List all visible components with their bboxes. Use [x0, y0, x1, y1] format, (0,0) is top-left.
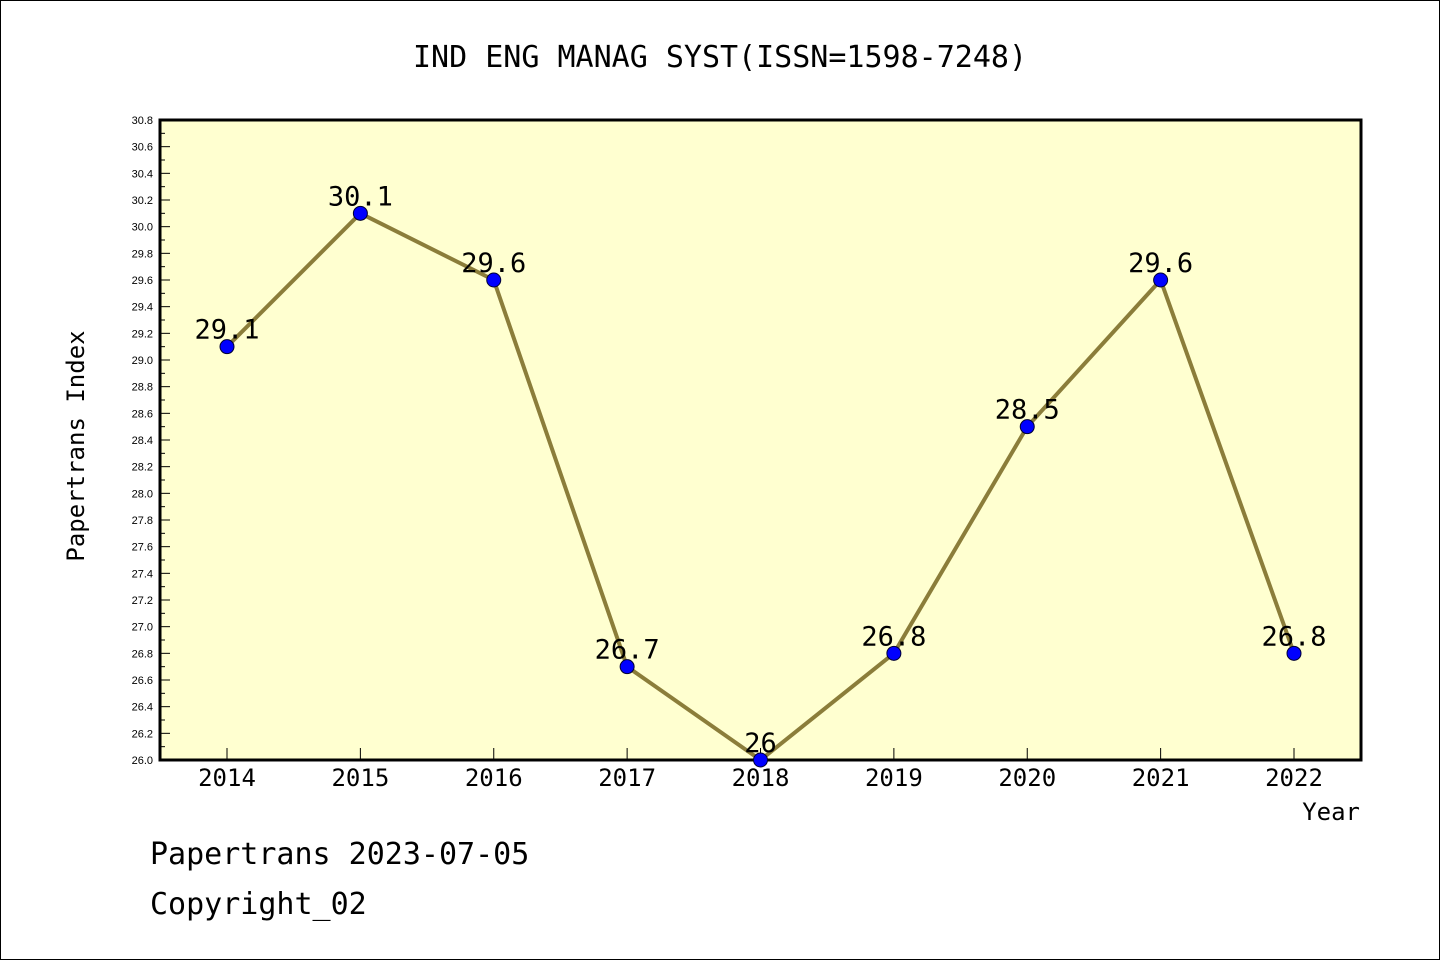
- y-axis-title: Papertrans Index: [62, 330, 90, 561]
- data-point: [1153, 272, 1169, 288]
- footer-copyright: Copyright_02: [150, 887, 367, 922]
- data-point: [1286, 645, 1302, 661]
- y-axis: 26.0 26.2 26.4 26.6 26.8 27.0 27.2 27.4 27.6 27.8…: [132, 115, 170, 767]
- y-tick-label: 27.2: [132, 595, 153, 607]
- data-label: 29.6: [1128, 248, 1193, 279]
- y-tick-label: 27.4: [132, 568, 153, 580]
- x-tick-label: 2014: [198, 764, 256, 792]
- y-tick-label: 30.2: [132, 195, 153, 207]
- data-label: 30.1: [328, 181, 393, 212]
- footer-date: Papertrans 2023-07-05: [150, 837, 529, 872]
- data-label: 26.8: [861, 621, 926, 652]
- data-point: [486, 272, 502, 288]
- chart-title: IND ENG MANAG SYST(ISSN=1598-7248): [413, 40, 1027, 75]
- x-axis-title: Year: [1302, 798, 1360, 826]
- data-point: [753, 752, 768, 768]
- y-tick-label: 26.8: [132, 648, 153, 660]
- y-tick-label: 26.2: [132, 728, 153, 740]
- x-tick-label: 2017: [598, 764, 656, 792]
- data-point: [619, 659, 635, 675]
- y-tick-label: 27.0: [132, 622, 153, 634]
- x-tick-label: 2015: [331, 764, 389, 792]
- y-tick-label: 27.8: [132, 515, 153, 527]
- data-label: 29.1: [194, 315, 259, 346]
- y-tick-label: 26.0: [132, 755, 153, 767]
- y-tick-label: 28.0: [132, 488, 153, 500]
- plot-area: [158, 118, 1363, 762]
- y-tick-label: 28.2: [132, 462, 153, 474]
- y-tick-label: 30.0: [132, 222, 153, 234]
- y-tick-label: 26.6: [132, 675, 153, 687]
- y-tick-label: 28.4: [132, 435, 153, 447]
- y-tick-label: 26.4: [132, 702, 153, 714]
- y-tick-label: 27.6: [132, 542, 153, 554]
- y-tick-label: 29.4: [132, 302, 153, 314]
- data-point: [886, 645, 902, 661]
- data-markers: [219, 205, 1302, 768]
- data-label: 26.7: [595, 635, 660, 666]
- x-tick-label: 2021: [1132, 764, 1190, 792]
- y-tick-label: 30.4: [132, 168, 153, 180]
- x-tick-label: 2019: [865, 764, 923, 792]
- data-point: [1019, 419, 1035, 435]
- y-tick-label: 29.2: [132, 328, 153, 340]
- data-label: 26.8: [1261, 621, 1326, 652]
- x-tick-label: 2022: [1265, 764, 1323, 792]
- y-tick-label: 29.8: [132, 248, 153, 260]
- data-labels: 29.1 30.1 29.6 26.7 26 26.8 28.5 29.6 26.8: [194, 181, 1326, 759]
- y-tick-label: 30.6: [132, 142, 153, 154]
- y-tick-label: 28.8: [132, 382, 153, 394]
- x-tick-label: 2016: [465, 764, 523, 792]
- data-label: 26: [744, 728, 777, 759]
- y-tick-label: 29.0: [132, 355, 153, 367]
- x-tick-label: 2020: [998, 764, 1056, 792]
- data-point: [352, 205, 368, 221]
- y-tick-label: 28.6: [132, 408, 153, 420]
- y-tick-label: 29.6: [132, 275, 153, 287]
- x-tick-label: 2018: [732, 764, 790, 792]
- x-axis: 2014 2015 2016 2017 2018 2019 2020 2021 2022: [198, 748, 1323, 792]
- data-point: [219, 339, 235, 355]
- y-tick-label: 30.8: [132, 115, 153, 127]
- data-label: 28.5: [995, 395, 1060, 426]
- data-label: 29.6: [461, 248, 526, 279]
